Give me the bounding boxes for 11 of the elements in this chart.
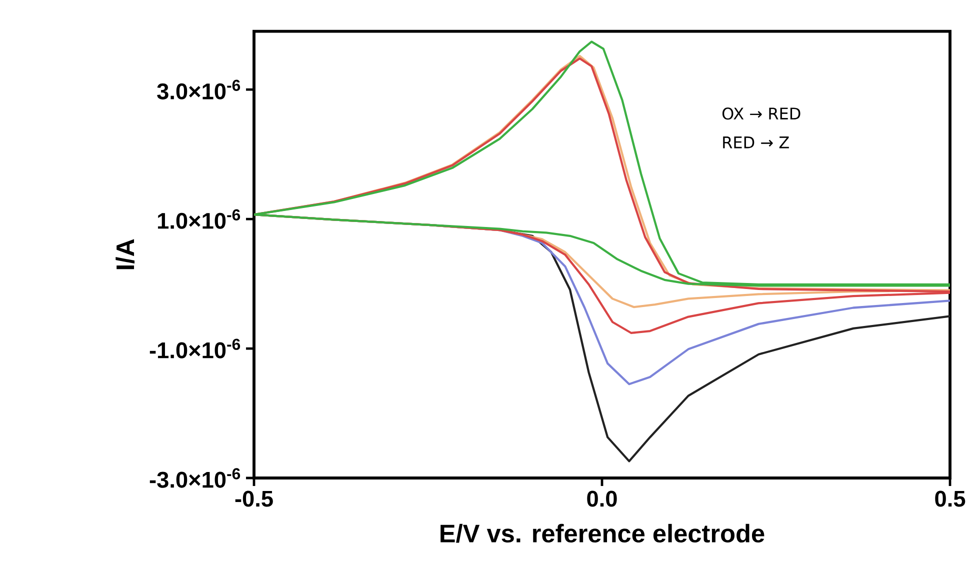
annotation: OX → RED: [722, 108, 800, 120]
x-tick-label: -0.5: [235, 490, 273, 507]
x-tick-label: 0.0: [587, 490, 617, 507]
y-tick-label: 1.0×10$^{-6}$: [158, 209, 240, 229]
annotation: RED → Z: [723, 136, 789, 148]
y-axis-title: I/A: [116, 239, 135, 270]
y-tick-label: 3.0×10$^{-6}$: [157, 80, 240, 100]
y-tick-label: -3.0×10$^{-6}$: [150, 468, 240, 488]
x-tick-label: 0.5: [935, 490, 966, 507]
x-axis-title: E/V vs. reference electrode: [440, 524, 764, 543]
y-tick-label: -1.0×10$^{-6}$: [150, 338, 240, 358]
